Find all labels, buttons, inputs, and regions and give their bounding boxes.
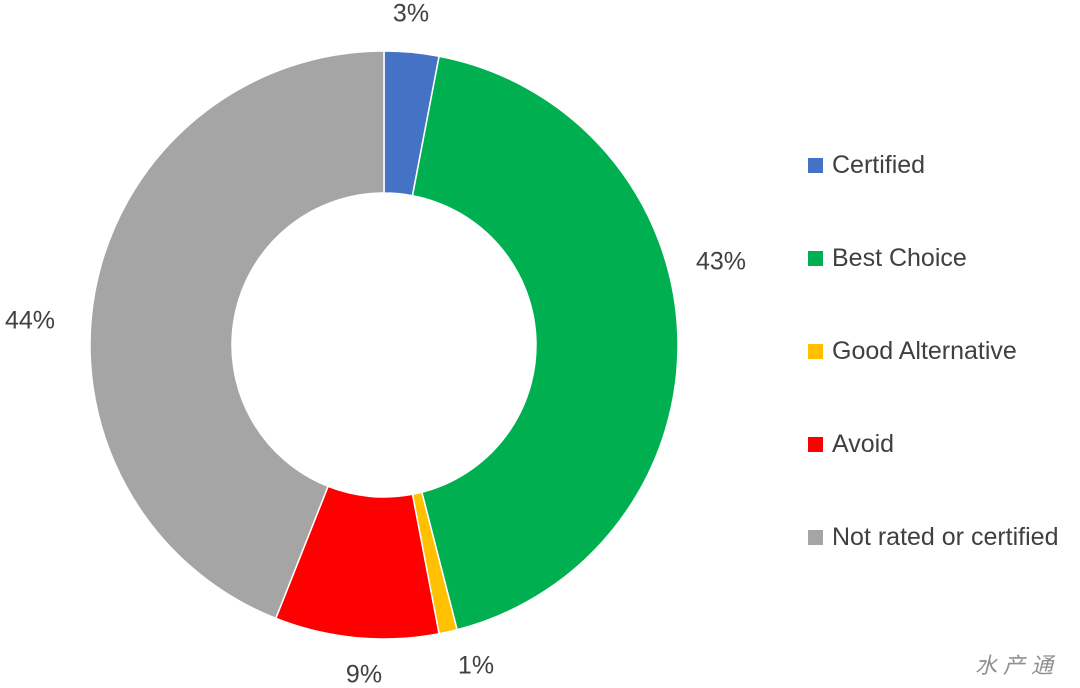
legend: Certified Best Choice Good Alternative Avoi… [808,145,1059,610]
donut-slices [89,50,679,640]
legend-label: Best Choice [832,243,967,272]
legend-item-avoid: Avoid [808,424,1059,464]
legend-swatch [808,436,823,452]
legend-label: Certified [832,150,926,179]
data-label-best-choice: 43% [696,248,746,276]
data-label-certified: 3% [393,0,429,28]
legend-label: Avoid [832,429,895,458]
legend-label: Good Alternative [832,336,1017,365]
legend-item-good-alternative: Good Alternative [808,331,1059,371]
data-labels: 3% 43% 1% 9% 44% [5,0,746,688]
data-label-not-rated-or-certified: 44% [5,307,55,335]
data-label-avoid: 9% [346,661,382,688]
legend-item-certified: Certified [808,145,1059,185]
legend-label: Not rated or certified [832,522,1059,551]
donut-chart: 3% 43% 1% 9% 44% [5,0,746,688]
data-label-good-alternative: 1% [458,652,494,680]
watermark: 水产通 [975,654,1060,679]
legend-item-not-rated-or-certified: Not rated or certified [808,517,1059,557]
slice-not-rated-or-certified [89,50,385,620]
legend-swatch [808,157,823,173]
legend-item-best-choice: Best Choice [808,238,1059,278]
slice-best-choice [411,55,679,631]
legend-swatch [808,250,823,266]
legend-swatch [808,529,823,545]
legend-swatch [808,343,823,359]
